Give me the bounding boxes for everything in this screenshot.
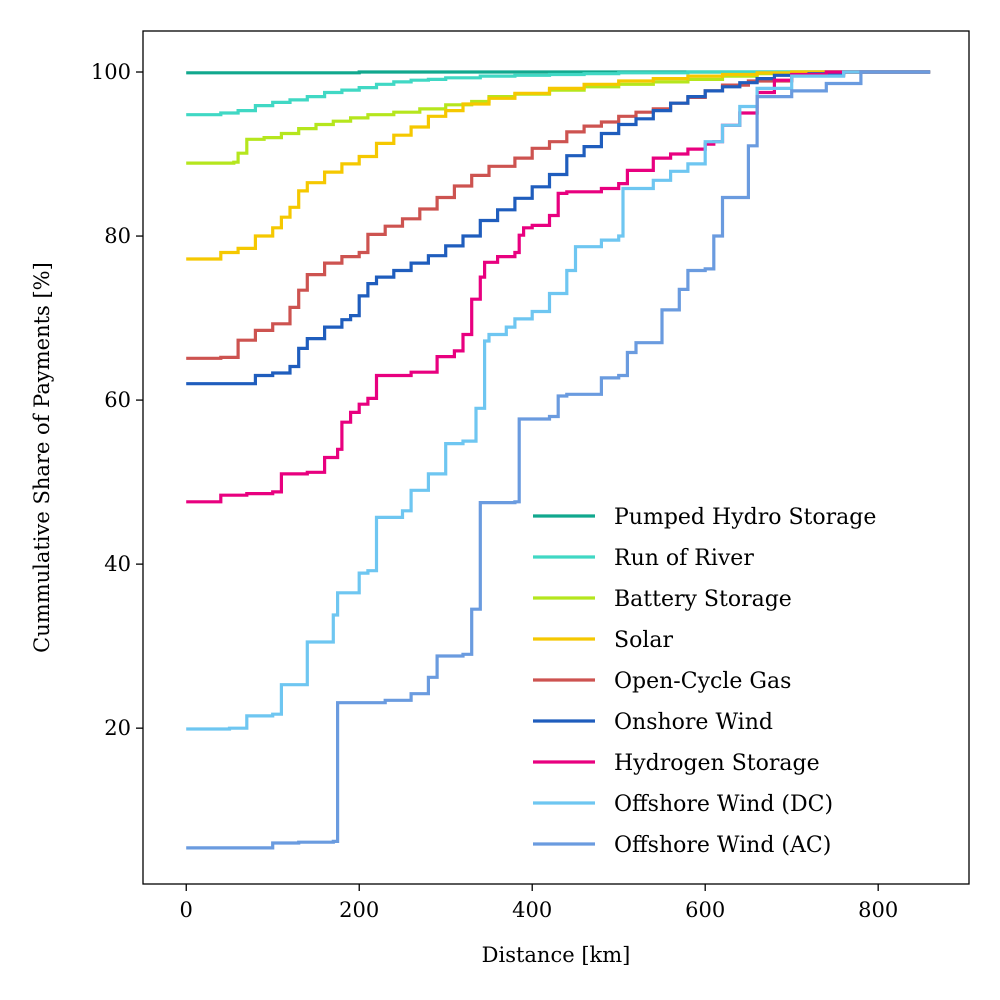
x-tick-label: 400 (512, 898, 552, 922)
legend-label: Solar (614, 628, 673, 653)
series-line (186, 70, 931, 117)
x-tick-label: 200 (339, 898, 379, 922)
series-layer (186, 70, 931, 850)
plot-frame (142, 30, 970, 885)
y-axis-label: Cummulative Share of Payments [%] (30, 262, 54, 653)
x-tick-label: 600 (685, 898, 725, 922)
legend: Pumped Hydro Storage Run of River Battery … (533, 505, 876, 858)
legend-label: Offshore Wind (DC) (614, 792, 833, 817)
legend-label: Pumped Hydro Storage (614, 505, 876, 530)
x-axis-label: Distance [km] (482, 943, 631, 967)
y-tick-label: 20 (104, 716, 131, 740)
legend-label: Hydrogen Storage (614, 751, 820, 776)
series-line (186, 70, 931, 386)
series-line (186, 70, 931, 850)
y-tick-label: 40 (104, 552, 131, 576)
legend-label: Open-Cycle Gas (614, 669, 791, 694)
legend-label: Battery Storage (614, 587, 792, 612)
y-axis: 20 40 60 80 100 (91, 60, 143, 740)
series-line (186, 70, 931, 261)
series-line (186, 70, 931, 165)
legend-label: Onshore Wind (614, 710, 773, 735)
y-tick-label: 80 (104, 224, 131, 248)
legend-label: Offshore Wind (AC) (614, 833, 831, 858)
x-axis: 0 200 400 600 800 (180, 884, 898, 922)
legend-label: Run of River (614, 546, 754, 571)
x-tick-label: 800 (858, 898, 898, 922)
y-tick-label: 60 (104, 388, 131, 412)
series-line (186, 70, 931, 504)
series-line (186, 70, 931, 731)
y-tick-label: 100 (91, 60, 131, 84)
x-tick-label: 0 (180, 898, 193, 922)
